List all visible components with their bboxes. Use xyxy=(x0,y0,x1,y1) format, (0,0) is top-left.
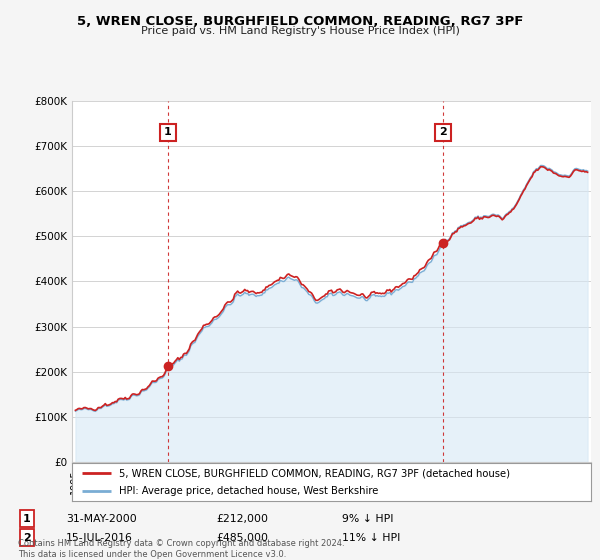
Text: 1: 1 xyxy=(164,128,172,137)
Text: Contains HM Land Registry data © Crown copyright and database right 2024.
This d: Contains HM Land Registry data © Crown c… xyxy=(18,539,344,559)
Text: 1: 1 xyxy=(23,514,31,524)
Text: 11% ↓ HPI: 11% ↓ HPI xyxy=(342,533,400,543)
Text: Price paid vs. HM Land Registry's House Price Index (HPI): Price paid vs. HM Land Registry's House … xyxy=(140,26,460,36)
Text: 2: 2 xyxy=(23,533,31,543)
Text: HPI: Average price, detached house, West Berkshire: HPI: Average price, detached house, West… xyxy=(119,486,378,496)
Text: 5, WREN CLOSE, BURGHFIELD COMMON, READING, RG7 3PF: 5, WREN CLOSE, BURGHFIELD COMMON, READIN… xyxy=(77,15,523,27)
Text: 31-MAY-2000: 31-MAY-2000 xyxy=(66,514,137,524)
Text: £212,000: £212,000 xyxy=(216,514,268,524)
Text: 15-JUL-2016: 15-JUL-2016 xyxy=(66,533,133,543)
Text: £485,000: £485,000 xyxy=(216,533,268,543)
Text: 5, WREN CLOSE, BURGHFIELD COMMON, READING, RG7 3PF (detached house): 5, WREN CLOSE, BURGHFIELD COMMON, READIN… xyxy=(119,468,510,478)
Text: 2: 2 xyxy=(439,128,447,137)
Text: 9% ↓ HPI: 9% ↓ HPI xyxy=(342,514,394,524)
